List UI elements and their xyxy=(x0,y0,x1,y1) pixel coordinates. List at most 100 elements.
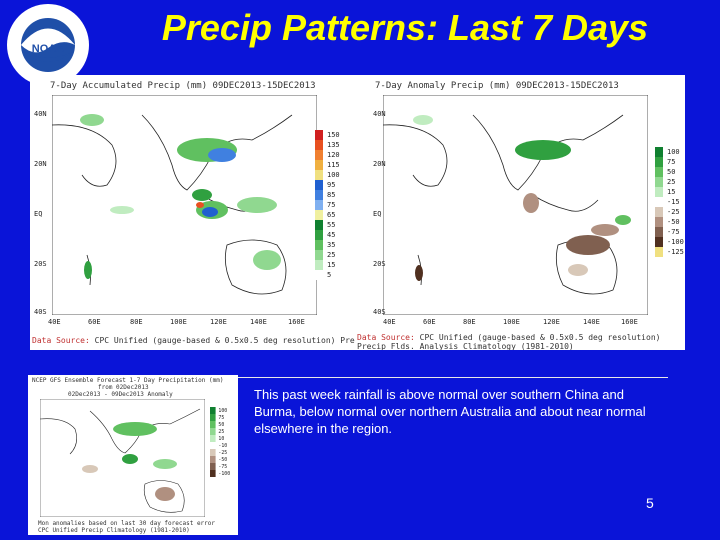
legend-swatch xyxy=(655,217,663,227)
legend-label: 25 xyxy=(667,178,676,186)
map-title: 7-Day Anomaly Precip (mm) 09DEC2013-15DE… xyxy=(375,81,619,91)
legend-label: 50 xyxy=(667,168,676,176)
lat-tick: 40N xyxy=(34,110,47,118)
lat-tick: 20N xyxy=(34,160,47,168)
legend-swatch xyxy=(315,200,323,210)
legend-label: -125 xyxy=(667,248,684,256)
lat-tick: EQ xyxy=(373,210,382,218)
textbox-divider xyxy=(238,377,668,378)
lat-tick: 20S xyxy=(34,260,47,268)
legend-label: 55 xyxy=(327,221,336,229)
legend-label: 45 xyxy=(327,231,336,239)
forecast-footer-line: CPC Unified Precip Climatology (1981-201… xyxy=(38,527,190,534)
legend-label: 50 xyxy=(218,421,225,428)
legend-swatch xyxy=(315,270,323,280)
legend-label: 65 xyxy=(327,211,336,219)
legend-label: 100 xyxy=(218,407,228,414)
legend-label: -50 xyxy=(218,456,228,463)
forecast-title-line: from 02Dec2013 xyxy=(98,384,149,391)
lat-tick: 40N xyxy=(373,110,386,118)
legend-swatch xyxy=(315,210,323,220)
legend-label: -75 xyxy=(667,228,680,236)
map-title: 7-Day Accumulated Precip (mm) 09DEC2013-… xyxy=(50,81,316,91)
source-text: CPC Unified (gauge-based & 0.5x0.5 deg r… xyxy=(94,336,355,345)
source-prefix: Data Source: xyxy=(32,336,90,345)
lat-tick: 20S xyxy=(373,260,386,268)
legend-label: 135 xyxy=(327,141,340,149)
legend-label: -25 xyxy=(218,449,228,456)
legend-swatch xyxy=(655,227,663,237)
lon-tick: 80E xyxy=(130,318,143,326)
lon-tick: 60E xyxy=(423,318,436,326)
legend-swatch xyxy=(210,456,216,463)
map-source: Data Source: CPC Unified (gauge-based & … xyxy=(32,336,355,345)
legend-label: -25 xyxy=(667,208,680,216)
anomaly-precip-plot xyxy=(383,95,648,315)
legend-label: -100 xyxy=(218,470,231,477)
lon-tick: 120E xyxy=(210,318,227,326)
legend-swatch xyxy=(315,250,323,260)
legend-label: 25 xyxy=(218,428,225,435)
summary-text: This past week rainfall is above normal … xyxy=(254,387,646,436)
legend-label: 75 xyxy=(218,414,225,421)
legend-swatch xyxy=(210,449,216,456)
lon-tick: 140E xyxy=(583,318,600,326)
accumulated-precip-map: 7-Day Accumulated Precip (mm) 09DEC2013-… xyxy=(30,75,355,350)
legend-label: 100 xyxy=(327,171,340,179)
forecast-title-line: NCEP GFS Ensemble Forecast 1-7 Day Preci… xyxy=(32,377,224,384)
legend-swatch xyxy=(315,220,323,230)
lon-tick: 80E xyxy=(463,318,476,326)
legend-swatch xyxy=(315,130,323,140)
lon-tick: 100E xyxy=(170,318,187,326)
legend-label: 15 xyxy=(327,261,336,269)
legend-label: 15 xyxy=(667,188,676,196)
legend-swatch xyxy=(315,150,323,160)
legend-swatch xyxy=(315,140,323,150)
legend-label: -15 xyxy=(667,198,680,206)
legend-swatch xyxy=(210,470,216,477)
gfs-forecast-plot xyxy=(40,399,205,517)
legend-label: 25 xyxy=(327,251,336,259)
lon-tick: 40E xyxy=(383,318,396,326)
legend-swatch xyxy=(655,167,663,177)
lon-tick: 160E xyxy=(621,318,638,326)
legend-label: -75 xyxy=(218,463,228,470)
legend-swatch xyxy=(655,187,663,197)
anomaly-precip-map: 7-Day Anomaly Precip (mm) 09DEC2013-15DE… xyxy=(355,75,685,350)
legend-label: -100 xyxy=(667,238,684,246)
legend-swatch xyxy=(210,435,216,442)
noaa-logo: NOAA xyxy=(2,2,94,88)
lat-tick: 20N xyxy=(373,160,386,168)
summary-textbox: This past week rainfall is above normal … xyxy=(238,378,668,518)
map-source: Data Source: CPC Unified (gauge-based & … xyxy=(357,333,682,350)
accumulated-precip-plot xyxy=(52,95,317,315)
lon-tick: 100E xyxy=(503,318,520,326)
logo-wordmark: NOAA xyxy=(32,43,64,55)
legend-swatch xyxy=(655,147,663,157)
legend-swatch xyxy=(210,407,216,414)
legend-swatch xyxy=(210,428,216,435)
legend-label: 85 xyxy=(327,191,336,199)
legend-swatch xyxy=(315,240,323,250)
legend-label: 150 xyxy=(327,131,340,139)
lon-tick: 40E xyxy=(48,318,61,326)
forecast-footer-line: Mon anomalies based on last 30 day forec… xyxy=(38,520,216,527)
legend-label: -10 xyxy=(218,442,228,449)
noaa-logo-graphic: NOAA xyxy=(7,4,89,86)
legend-label: 115 xyxy=(327,161,340,169)
legend-swatch xyxy=(315,230,323,240)
legend-swatch xyxy=(210,442,216,449)
legend-swatch xyxy=(315,160,323,170)
slide-title: Precip Patterns: Last 7 Days xyxy=(161,7,649,48)
legend-swatch xyxy=(315,260,323,270)
forecast-title-line: 02Dec2013 - 09Dec2013 Anomaly xyxy=(68,391,173,398)
legend-swatch xyxy=(315,180,323,190)
legend-swatch xyxy=(655,237,663,247)
lon-tick: 120E xyxy=(543,318,560,326)
source-text: CPC Unified (gauge-based & 0.5x0.5 deg r… xyxy=(357,333,661,350)
lat-tick: 40S xyxy=(34,308,47,316)
lat-tick: EQ xyxy=(34,210,43,218)
gfs-forecast-map: NCEP GFS Ensemble Forecast 1-7 Day Preci… xyxy=(28,375,238,535)
legend-swatch xyxy=(315,190,323,200)
legend-label: 5 xyxy=(327,271,332,279)
